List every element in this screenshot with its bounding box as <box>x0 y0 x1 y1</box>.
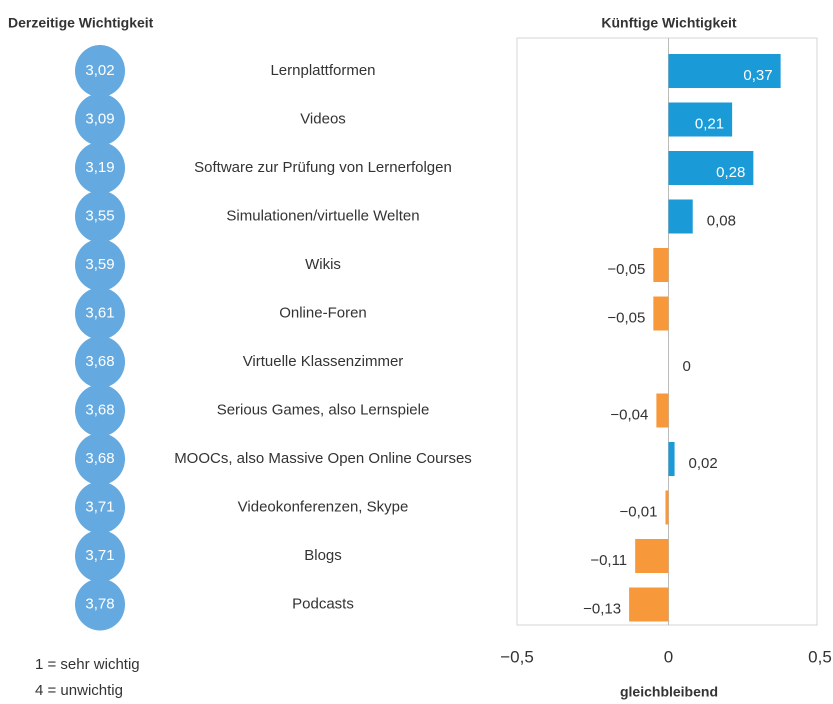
dot <box>75 142 125 194</box>
dot-label: 3,55 <box>85 207 114 224</box>
value-label: 0,02 <box>689 455 718 472</box>
value-label: 0 <box>683 358 691 375</box>
bar <box>665 490 669 525</box>
dot-label: 3,78 <box>85 595 114 612</box>
left-title: Derzeitige Wichtigkeit <box>8 15 154 31</box>
dot <box>75 384 125 437</box>
category-label: Lernplattformen <box>270 62 375 79</box>
category-label: Wikis <box>305 256 341 273</box>
value-label: 0,37 <box>743 67 772 84</box>
category-label: Software zur Prüfung von Lernerfolgen <box>194 159 452 176</box>
value-label: −0,05 <box>607 261 645 278</box>
bar <box>668 102 733 137</box>
bar <box>668 151 754 185</box>
value-label: −0,11 <box>590 552 627 569</box>
dot-label: 3,71 <box>85 498 114 515</box>
dot <box>75 433 125 485</box>
category-label: Virtuelle Klassenzimmer <box>243 353 404 370</box>
plot-frame <box>516 37 818 626</box>
x-tick-label: −0,5 <box>500 647 534 666</box>
note: 4 = unwichtig <box>35 682 123 699</box>
bar <box>635 539 669 573</box>
dot-label: 3,68 <box>85 450 114 467</box>
value-label: 0,28 <box>716 164 745 181</box>
x-tick-label: 0 <box>664 647 673 666</box>
dot <box>75 481 125 534</box>
category-label: Online-Foren <box>279 304 367 321</box>
dot <box>75 530 125 582</box>
bar <box>653 248 669 282</box>
dot <box>75 336 125 388</box>
dot-label: 3,71 <box>85 547 114 564</box>
category-label: MOOCs, also Massive Open Online Courses <box>174 450 472 467</box>
bar <box>629 587 669 622</box>
category-label: Serious Games, also Lernspiele <box>217 401 430 418</box>
bar <box>653 296 669 331</box>
dot <box>75 239 125 291</box>
value-label: 0,08 <box>707 212 736 229</box>
dot <box>75 578 125 631</box>
category-label: Podcasts <box>292 595 354 612</box>
category-label: Blogs <box>304 547 342 564</box>
bar <box>668 199 693 234</box>
bar <box>656 393 669 428</box>
category-label: Videokonferenzen, Skype <box>238 498 409 515</box>
value-label: −0,13 <box>583 600 621 617</box>
right-title: Künftige Wichtigkeit <box>601 15 737 31</box>
value-label: −0,01 <box>620 503 658 520</box>
dot <box>75 93 125 146</box>
dot <box>75 190 125 243</box>
dot-label: 3,61 <box>85 304 114 321</box>
bar <box>668 442 675 476</box>
x-axis-label: gleichbleibend <box>620 684 718 700</box>
value-label: −0,04 <box>610 406 648 423</box>
category-label: Videos <box>300 110 346 127</box>
x-tick-label: 0,5 <box>808 647 832 666</box>
dot-label: 3,59 <box>85 256 114 273</box>
dot-label: 3,02 <box>85 62 114 79</box>
value-label: −0,05 <box>607 309 645 326</box>
dot-label: 3,19 <box>85 159 114 176</box>
bar <box>668 54 781 88</box>
category-label: Simulationen/virtuelle Welten <box>226 207 419 224</box>
dot <box>75 287 125 340</box>
value-label: 0,21 <box>695 115 724 132</box>
dot <box>75 45 125 97</box>
dot-label: 3,68 <box>85 401 114 418</box>
dot-label: 3,68 <box>85 353 114 370</box>
note: 1 = sehr wichtig <box>35 656 140 673</box>
dot-label: 3,09 <box>85 110 114 127</box>
